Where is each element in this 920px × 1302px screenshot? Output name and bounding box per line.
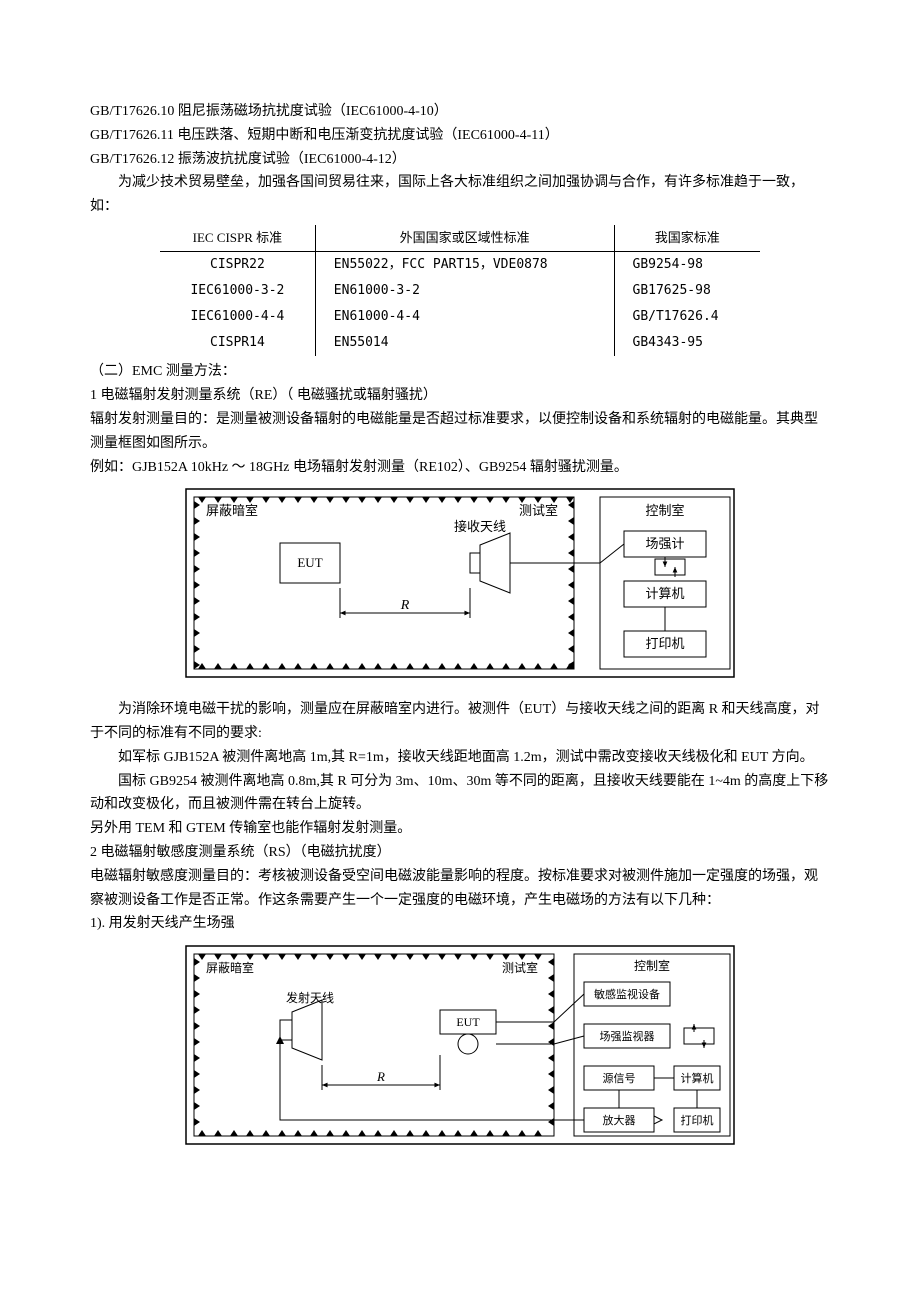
cell: GB4343-95 bbox=[614, 330, 760, 356]
cell: EN61000-3-2 bbox=[315, 278, 614, 304]
svg-text:EUT: EUT bbox=[456, 1015, 480, 1029]
intro-paragraph: 为减少技术贸易壁垒，加强各国间贸易往来，国际上各大标准组织之间加强协调与合作，有… bbox=[90, 171, 830, 219]
intro-text: 为减少技术贸易壁垒，加强各国间贸易往来，国际上各大标准组织之间加强协调与合作，有… bbox=[90, 175, 804, 214]
svg-text:屏蔽暗室: 屏蔽暗室 bbox=[206, 960, 254, 975]
th-foreign: 外国国家或区域性标准 bbox=[315, 225, 614, 252]
after-d1-p1: 为消除环境电磁干扰的影响，测量应在屏蔽暗室内进行。被测件（EUT）与接收天线之间… bbox=[90, 698, 830, 746]
std-line-1: GB/T17626.10 阻尼振荡磁场抗扰度试验（IEC61000-4-10） bbox=[90, 100, 830, 124]
svg-text:放大器: 放大器 bbox=[603, 1113, 636, 1127]
th-iec: IEC CISPR 标准 bbox=[160, 225, 315, 252]
section2-p2: 例如：GJB152A 10kHz ～ 18GHz 电场辐射发射测量（RE102）… bbox=[90, 456, 830, 480]
cell: GB/T17626.4 bbox=[614, 304, 760, 330]
rs-diagram: 屏蔽暗室 测试室发射天线 EUT R 控制室敏感监视设备场强监视器源信号放大器 计算机打印… bbox=[180, 940, 740, 1150]
after-d1-p2: 如军标 GJB152A 被测件离地高 1m,其 R=1m，接收天线距地面高 1.… bbox=[90, 746, 830, 770]
svg-text:发射天线: 发射天线 bbox=[286, 990, 334, 1005]
table-header-row: IEC CISPR 标准 外国国家或区域性标准 我国家标准 bbox=[160, 225, 760, 252]
section2-item2: 2 电磁辐射敏感度测量系统（RS）（电磁抗扰度） bbox=[90, 841, 830, 865]
svg-text:R: R bbox=[400, 598, 410, 613]
section2-p1: 辐射发射测量目的：是测量被测设备辐射的电磁能量是否超过标准要求，以便控制设备和系… bbox=[90, 408, 830, 456]
svg-text:敏感监视设备: 敏感监视设备 bbox=[594, 987, 660, 1001]
section2-title: （二）EMC 测量方法： bbox=[90, 360, 830, 384]
svg-text:打印机: 打印机 bbox=[645, 636, 684, 651]
diagram2-wrap: 屏蔽暗室 测试室发射天线 EUT R 控制室敏感监视设备场强监视器源信号放大器 计算机打印… bbox=[90, 940, 830, 1159]
cell: IEC61000-3-2 bbox=[160, 278, 315, 304]
svg-text:EUT: EUT bbox=[297, 555, 322, 570]
svg-text:控制室: 控制室 bbox=[634, 958, 670, 973]
svg-text:场强监视器: 场强监视器 bbox=[600, 1029, 655, 1043]
svg-text:打印机: 打印机 bbox=[681, 1113, 714, 1127]
svg-text:测试室: 测试室 bbox=[502, 960, 538, 975]
th-cn: 我国家标准 bbox=[614, 225, 760, 252]
cell: EN55022，FCC PART15，VDE0878 bbox=[315, 252, 614, 279]
svg-text:计算机: 计算机 bbox=[645, 586, 684, 601]
cell: CISPR14 bbox=[160, 330, 315, 356]
cell: GB17625-98 bbox=[614, 278, 760, 304]
cell: EN55014 bbox=[315, 330, 614, 356]
table-row: IEC61000-3-2 EN61000-3-2 GB17625-98 bbox=[160, 278, 760, 304]
svg-text:接收天线: 接收天线 bbox=[454, 519, 506, 534]
svg-text:R: R bbox=[376, 1069, 385, 1084]
svg-text:控制室: 控制室 bbox=[645, 503, 684, 518]
std-line-3: GB/T17626.12 振荡波抗扰度试验（IEC61000-4-12） bbox=[90, 148, 830, 172]
diagram1-wrap: 屏蔽暗室 测试室 EUT 接收天线 R 控制室场强计计算机打印机 bbox=[90, 483, 830, 692]
section2-rs-item1: 1). 用发射天线产生场强 bbox=[90, 912, 830, 936]
re-diagram: 屏蔽暗室 测试室 EUT 接收天线 R 控制室场强计计算机打印机 bbox=[180, 483, 740, 683]
section2-rs-p: 电磁辐射敏感度测量目的：考核被测设备受空间电磁波能量影响的程度。按标准要求对被测… bbox=[90, 865, 830, 913]
after-d1-p3: 国标 GB9254 被测件离地高 0.8m,其 R 可分为 3m、10m、30m… bbox=[90, 770, 830, 818]
standards-table: IEC CISPR 标准 外国国家或区域性标准 我国家标准 CISPR22 EN… bbox=[160, 225, 760, 356]
svg-text:测试室: 测试室 bbox=[519, 503, 558, 518]
cell: CISPR22 bbox=[160, 252, 315, 279]
table-row: CISPR22 EN55022，FCC PART15，VDE0878 GB925… bbox=[160, 252, 760, 279]
after-d1-p4: 另外用 TEM 和 GTEM 传输室也能作辐射发射测量。 bbox=[90, 817, 830, 841]
svg-text:计算机: 计算机 bbox=[681, 1071, 714, 1085]
svg-text:场强计: 场强计 bbox=[645, 536, 684, 551]
cell: EN61000-4-4 bbox=[315, 304, 614, 330]
svg-text:屏蔽暗室: 屏蔽暗室 bbox=[206, 503, 258, 518]
table-row: CISPR14 EN55014 GB4343-95 bbox=[160, 330, 760, 356]
svg-text:源信号: 源信号 bbox=[603, 1071, 636, 1085]
cell: GB9254-98 bbox=[614, 252, 760, 279]
std-line-2: GB/T17626.11 电压跌落、短期中断和电压渐变抗扰度试验（IEC6100… bbox=[90, 124, 830, 148]
cell: IEC61000-4-4 bbox=[160, 304, 315, 330]
section2-item1: 1 电磁辐射发射测量系统（RE）（ 电磁骚扰或辐射骚扰） bbox=[90, 384, 830, 408]
table-row: IEC61000-4-4 EN61000-4-4 GB/T17626.4 bbox=[160, 304, 760, 330]
